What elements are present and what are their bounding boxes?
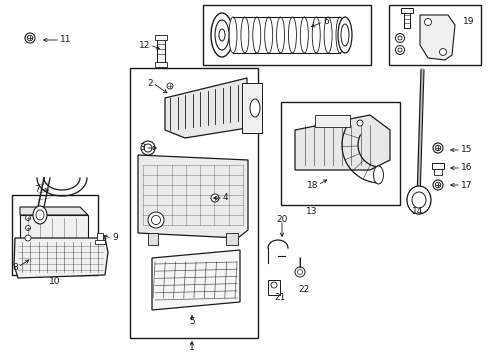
Bar xyxy=(148,233,158,245)
Circle shape xyxy=(424,18,430,26)
Text: 22: 22 xyxy=(298,285,309,294)
Text: 17: 17 xyxy=(460,180,471,189)
Circle shape xyxy=(167,83,173,89)
Ellipse shape xyxy=(264,17,272,53)
Polygon shape xyxy=(164,78,246,138)
Circle shape xyxy=(25,216,30,220)
Ellipse shape xyxy=(241,17,248,53)
Bar xyxy=(281,102,399,205)
Circle shape xyxy=(25,225,30,230)
Ellipse shape xyxy=(249,99,260,117)
Bar xyxy=(431,163,443,169)
Ellipse shape xyxy=(337,17,351,53)
Circle shape xyxy=(297,270,302,274)
Text: 18: 18 xyxy=(306,180,317,189)
Text: 12: 12 xyxy=(138,40,150,49)
Bar xyxy=(314,115,349,127)
Text: 20: 20 xyxy=(276,216,287,225)
Ellipse shape xyxy=(148,212,163,228)
Text: 3: 3 xyxy=(139,144,145,153)
Polygon shape xyxy=(14,238,108,278)
Ellipse shape xyxy=(406,186,430,214)
Ellipse shape xyxy=(151,216,160,225)
Text: 11: 11 xyxy=(60,36,71,45)
Polygon shape xyxy=(138,155,247,238)
Bar xyxy=(155,35,167,40)
Ellipse shape xyxy=(215,20,228,50)
Circle shape xyxy=(27,35,33,41)
Text: 9: 9 xyxy=(112,234,118,243)
Ellipse shape xyxy=(33,206,47,224)
Ellipse shape xyxy=(219,29,224,41)
Polygon shape xyxy=(152,250,240,310)
Text: 21: 21 xyxy=(274,293,285,302)
Bar xyxy=(95,240,105,244)
Circle shape xyxy=(395,33,404,42)
Ellipse shape xyxy=(143,144,152,152)
Ellipse shape xyxy=(411,192,425,208)
Polygon shape xyxy=(419,15,454,60)
Circle shape xyxy=(434,182,440,188)
Circle shape xyxy=(434,145,440,151)
Text: 1: 1 xyxy=(189,342,195,351)
Circle shape xyxy=(356,120,362,126)
Bar xyxy=(12,195,98,275)
Bar xyxy=(242,83,262,133)
Text: 14: 14 xyxy=(411,207,423,216)
Text: 6: 6 xyxy=(323,18,328,27)
Ellipse shape xyxy=(373,166,383,184)
Bar xyxy=(155,62,167,67)
Ellipse shape xyxy=(210,13,232,57)
Text: 8: 8 xyxy=(12,262,18,271)
Circle shape xyxy=(25,33,35,43)
Text: 7: 7 xyxy=(34,185,40,194)
Bar xyxy=(97,233,103,243)
Bar xyxy=(157,38,164,62)
Ellipse shape xyxy=(276,17,284,53)
Text: 4: 4 xyxy=(223,194,228,202)
Bar xyxy=(403,10,409,28)
Circle shape xyxy=(395,45,404,54)
Polygon shape xyxy=(20,215,88,262)
Polygon shape xyxy=(20,207,88,215)
Text: 2: 2 xyxy=(147,78,153,87)
Ellipse shape xyxy=(36,210,44,220)
Ellipse shape xyxy=(324,17,331,53)
Bar xyxy=(400,8,412,13)
Bar xyxy=(388,5,480,65)
Ellipse shape xyxy=(252,17,260,53)
Bar xyxy=(203,5,370,65)
Ellipse shape xyxy=(340,24,348,46)
Ellipse shape xyxy=(228,17,237,53)
Circle shape xyxy=(432,180,442,190)
Text: 19: 19 xyxy=(462,18,473,27)
Circle shape xyxy=(439,49,446,55)
Circle shape xyxy=(270,282,276,288)
Text: 10: 10 xyxy=(49,278,61,287)
Ellipse shape xyxy=(141,141,155,155)
Ellipse shape xyxy=(311,17,320,53)
Bar xyxy=(433,169,441,175)
Text: 13: 13 xyxy=(305,207,317,216)
Text: 16: 16 xyxy=(460,163,471,172)
Bar xyxy=(225,233,238,245)
Ellipse shape xyxy=(288,17,296,53)
Ellipse shape xyxy=(300,17,308,53)
Circle shape xyxy=(432,143,442,153)
Circle shape xyxy=(25,235,31,241)
Circle shape xyxy=(294,267,305,277)
Ellipse shape xyxy=(335,17,343,53)
Text: 5: 5 xyxy=(189,318,195,327)
Circle shape xyxy=(397,48,401,52)
Circle shape xyxy=(397,36,401,40)
Bar xyxy=(267,280,280,295)
Circle shape xyxy=(210,194,219,202)
Polygon shape xyxy=(294,115,389,170)
Bar xyxy=(130,68,258,338)
Text: 15: 15 xyxy=(460,145,471,154)
